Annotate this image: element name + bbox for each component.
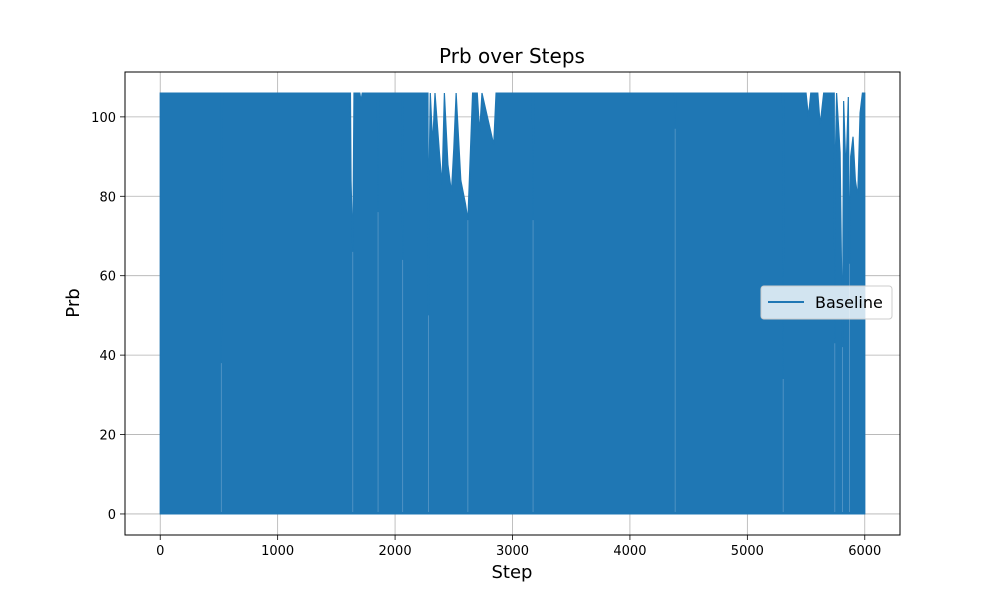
legend-label-baseline: Baseline: [815, 293, 883, 312]
y-tick-label: 100: [91, 111, 116, 126]
x-tick-label: 4000: [613, 544, 646, 559]
x-tick-label: 3000: [496, 544, 529, 559]
data-layer: [159, 92, 866, 515]
y-tick-label: 60: [99, 270, 116, 285]
x-axis-label: Step: [492, 562, 533, 583]
x-tick-label: 0: [156, 544, 164, 559]
x-tick-label: 2000: [379, 544, 412, 559]
x-tick-label: 5000: [731, 544, 764, 559]
x-tick-label: 6000: [848, 544, 881, 559]
y-tick-label: 40: [99, 349, 116, 364]
x-tick-label: 1000: [261, 544, 294, 559]
tick-layer: 0 1000 2000 3000 4000 5000 6000 0 20 40 60 80 100: [91, 111, 881, 559]
chart-title: Prb over Steps: [439, 44, 585, 68]
y-tick-label: 80: [99, 190, 116, 205]
y-tick-label: 20: [99, 429, 116, 444]
legend: Baseline: [760, 285, 893, 320]
y-axis-label: Prb: [63, 288, 84, 317]
series-line-baseline: [159, 92, 866, 515]
y-tick-label: 0: [108, 508, 116, 523]
legend-box: [760, 285, 893, 320]
